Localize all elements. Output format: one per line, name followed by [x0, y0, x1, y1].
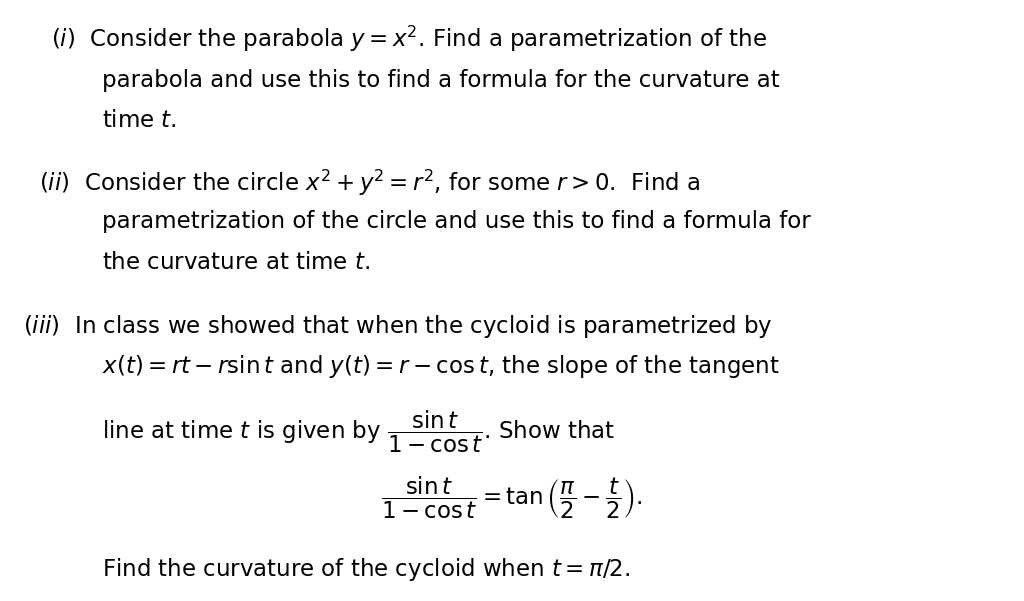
- Text: $(iii)$  In class we showed that when the cycloid is parametrized by: $(iii)$ In class we showed that when the…: [23, 313, 772, 340]
- Text: $\dfrac{\sin t}{1 - \cos t} = \tan\left(\dfrac{\pi}{2} - \dfrac{t}{2}\right).$: $\dfrac{\sin t}{1 - \cos t} = \tan\left(…: [381, 475, 643, 521]
- Text: line at time $t$ is given by $\dfrac{\sin t}{1 - \cos t}$. Show that: line at time $t$ is given by $\dfrac{\si…: [102, 409, 615, 455]
- Text: time $t$.: time $t$.: [102, 109, 177, 132]
- Text: parabola and use this to find a formula for the curvature at: parabola and use this to find a formula …: [102, 69, 780, 92]
- Text: parametrization of the circle and use this to find a formula for: parametrization of the circle and use th…: [102, 210, 811, 233]
- Text: the curvature at time $t$.: the curvature at time $t$.: [102, 251, 371, 274]
- Text: $(i)$  Consider the parabola $y = x^2$. Find a parametrization of the: $(i)$ Consider the parabola $y = x^2$. F…: [51, 24, 767, 54]
- Text: $x(t) = rt - r\sin t$ and $y(t) = r - \cos t$, the slope of the tangent: $x(t) = rt - r\sin t$ and $y(t) = r - \c…: [102, 353, 780, 380]
- Text: $(ii)$  Consider the circle $x^2 + y^2 = r^2$, for some $r > 0$.  Find a: $(ii)$ Consider the circle $x^2 + y^2 = …: [39, 168, 700, 198]
- Text: Find the curvature of the cycloid when $t = \pi/2$.: Find the curvature of the cycloid when $…: [102, 556, 631, 583]
